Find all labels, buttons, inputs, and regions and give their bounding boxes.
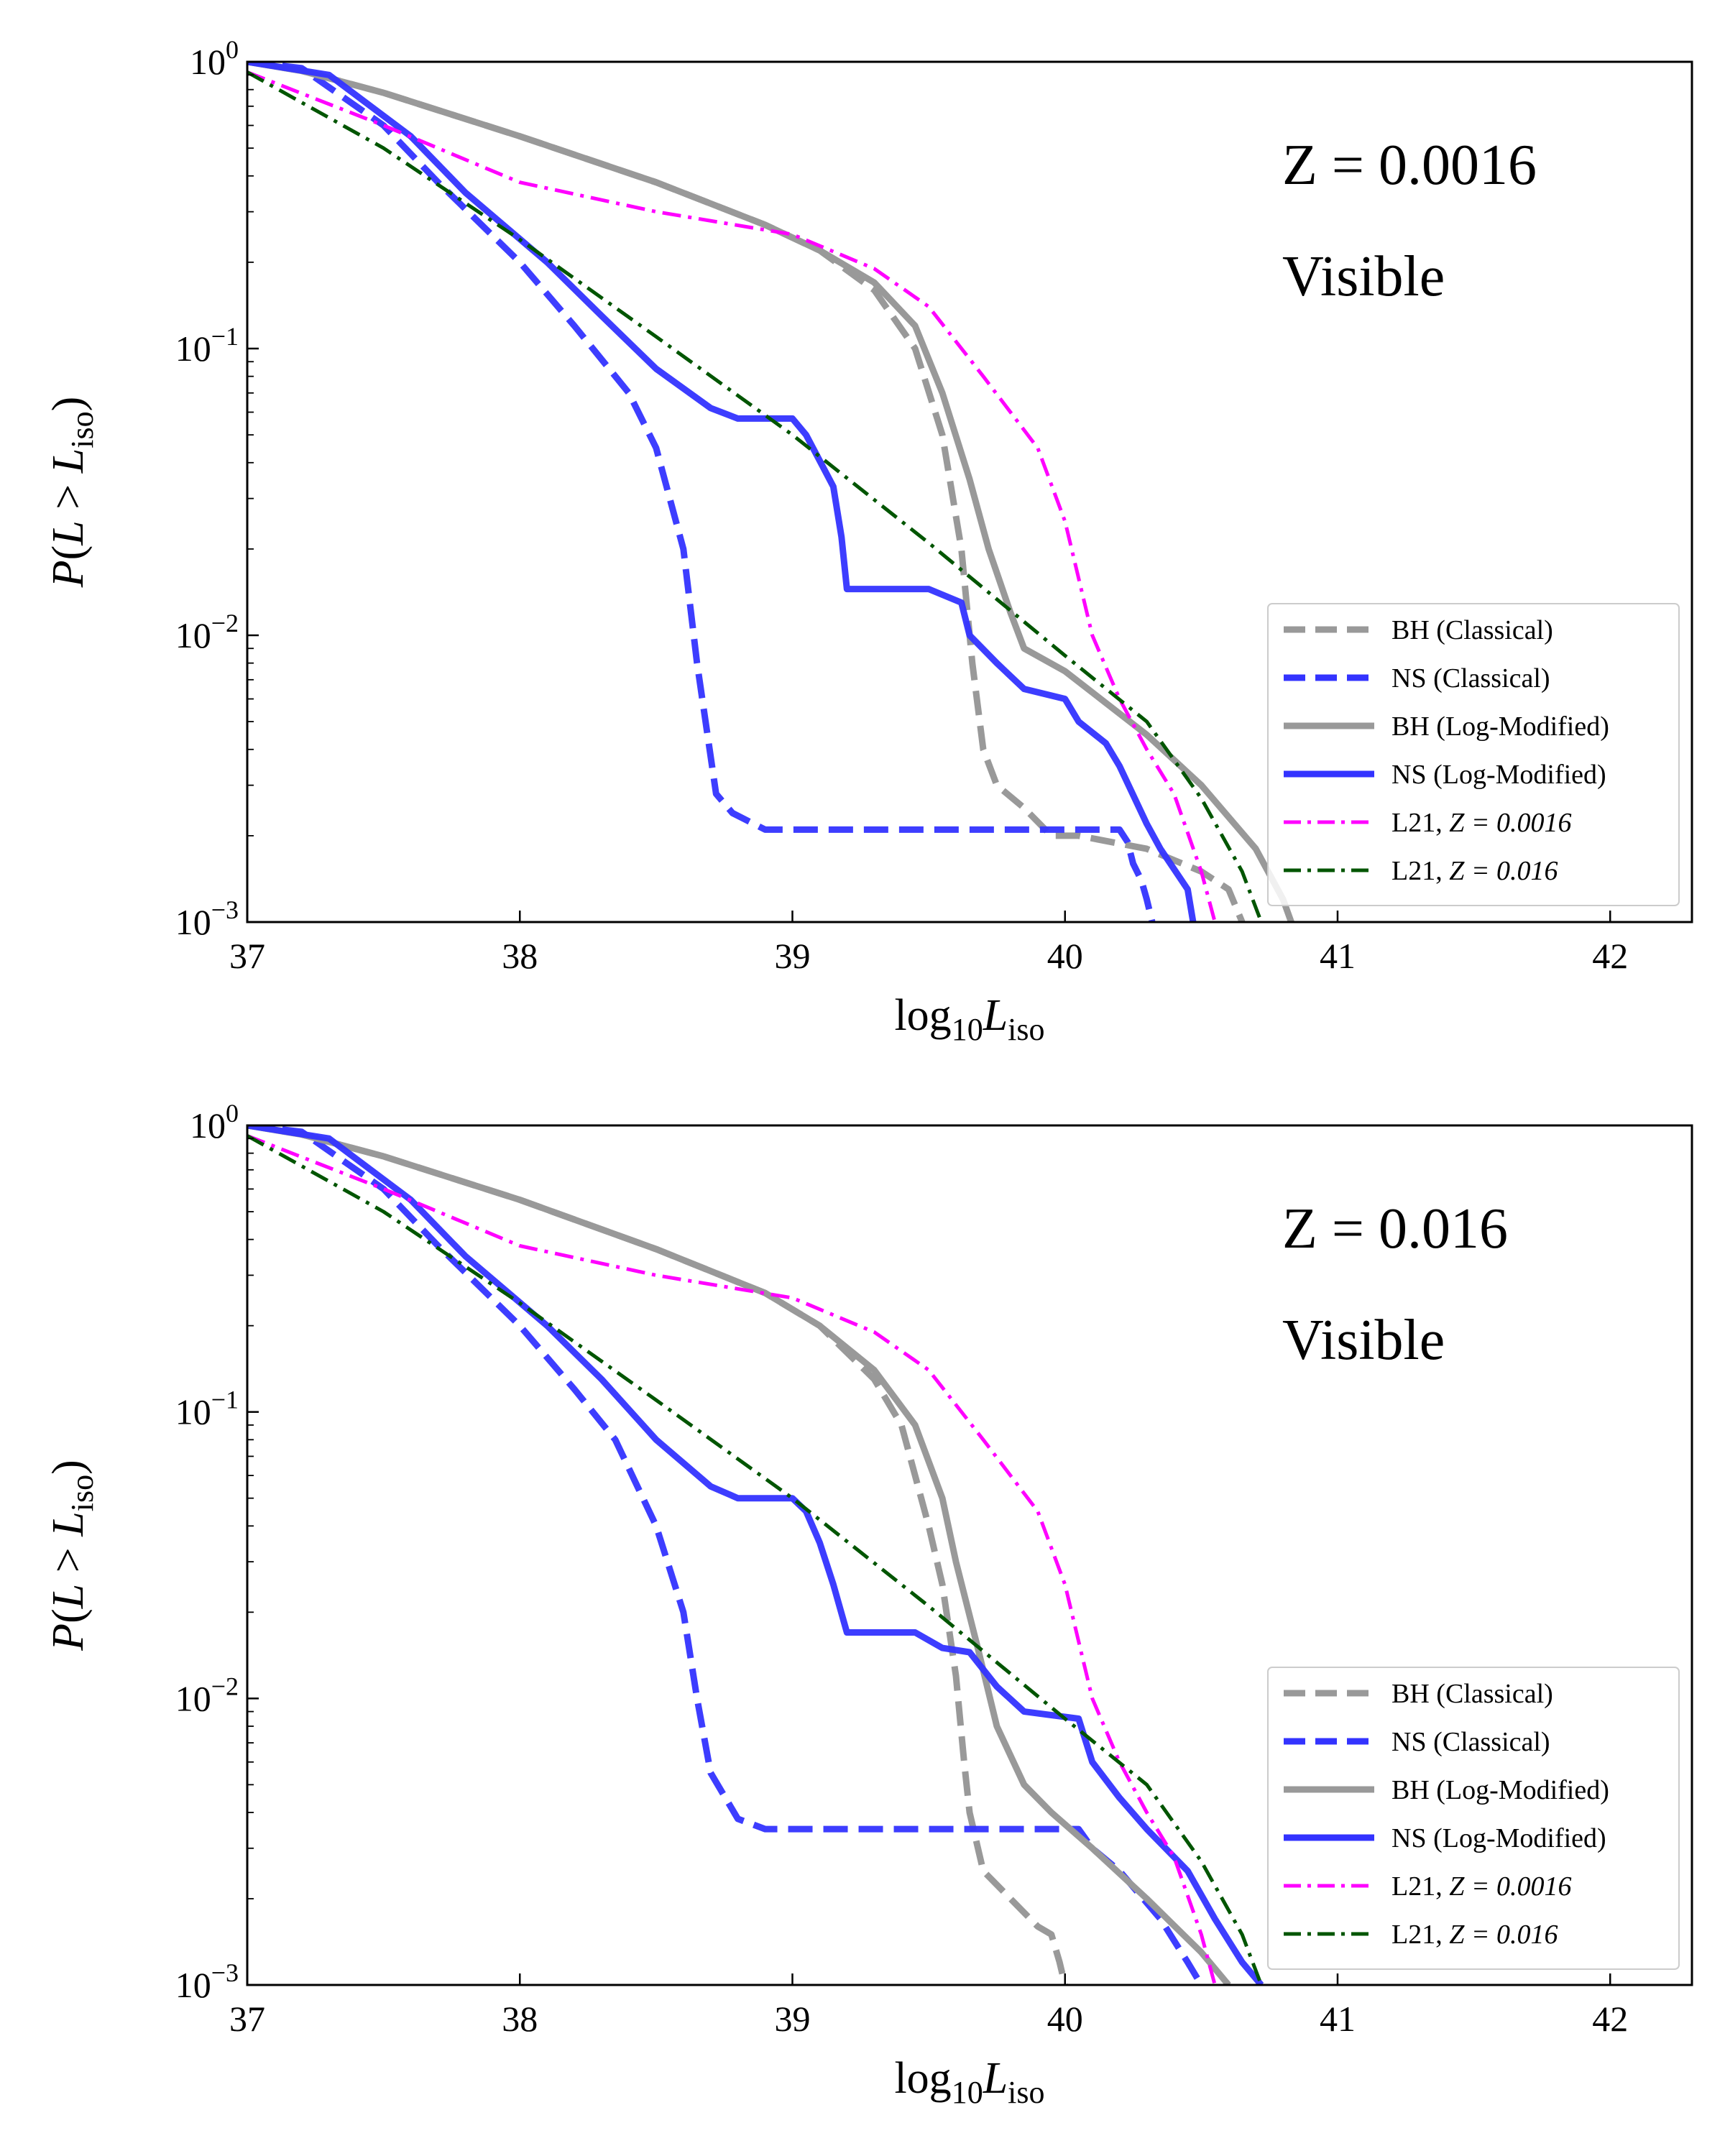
y-tick-label: 10−2 bbox=[175, 609, 239, 655]
series-line-l21-z-0-016 bbox=[247, 1134, 1264, 1985]
y-tick-label: 100 bbox=[190, 35, 239, 82]
y-tick-label: 100 bbox=[190, 1099, 239, 1146]
x-axis-label: log10Liso bbox=[894, 2054, 1044, 2110]
x-tick-label: 40 bbox=[1047, 1999, 1083, 2039]
series-line-ns-classical bbox=[247, 1125, 1205, 1985]
axes-frame bbox=[246, 1124, 1693, 1986]
x-tick-label: 38 bbox=[502, 1999, 538, 2039]
series-line-ns-classical bbox=[247, 62, 1156, 922]
series-line-l21-z-0-016 bbox=[247, 70, 1264, 922]
y-axis-label: P(L > Liso) bbox=[44, 397, 100, 588]
metallicity-annotation: Z = 0.0016 bbox=[1282, 134, 1537, 197]
series-line-bh-log-modified bbox=[247, 62, 1294, 922]
x-axis-label: log10Liso bbox=[894, 991, 1044, 1047]
y-tick-label: 10−1 bbox=[175, 1386, 239, 1432]
x-tick-label: 38 bbox=[502, 936, 538, 976]
x-tick-label: 41 bbox=[1320, 936, 1356, 976]
y-tick-label: 10−3 bbox=[175, 895, 239, 942]
top-panel: 37 38 39 40 41 42 100 10−1 10−2 10−3 log10Liso P(L … bbox=[44, 35, 1693, 1047]
x-tick-label: 37 bbox=[229, 1999, 265, 2039]
x-tick-label: 41 bbox=[1320, 1999, 1356, 2039]
x-tick-label: 37 bbox=[229, 936, 265, 976]
series-line-bh-log-modified bbox=[247, 1125, 1231, 1985]
legend-label: NS (Log-Modified) bbox=[1392, 1823, 1606, 1853]
legend-label: L21, Z = 0.016 bbox=[1392, 856, 1558, 886]
y-tick-label: 10−1 bbox=[175, 322, 239, 369]
x-tick-label: 39 bbox=[774, 1999, 810, 2039]
legend-label: NS (Log-Modified) bbox=[1392, 760, 1606, 790]
legend-label: BH (Log-Modified) bbox=[1392, 711, 1609, 742]
series-line-bh-classical bbox=[247, 62, 1246, 922]
legend-label: NS (Classical) bbox=[1392, 1727, 1550, 1757]
series-line-l21-z-0-0016 bbox=[247, 70, 1217, 922]
series-group bbox=[247, 1125, 1264, 1985]
metallicity-annotation: Z = 0.016 bbox=[1282, 1197, 1508, 1261]
series-line-bh-classical bbox=[247, 1125, 1069, 1985]
legend-box bbox=[1267, 1667, 1680, 1970]
legend-box bbox=[1267, 603, 1680, 906]
series-line-l21-z-0-0016 bbox=[247, 1134, 1217, 1985]
x-tick-label: 42 bbox=[1592, 936, 1628, 976]
y-tick-label: 10−3 bbox=[175, 1958, 239, 2005]
legend: BH (Classical) NS (Classical) BH (Log-Modi… bbox=[1267, 1667, 1680, 1970]
series-line-ns-log-modified bbox=[247, 62, 1197, 922]
axes-frame bbox=[246, 60, 1693, 923]
x-tick-label: 40 bbox=[1047, 936, 1083, 976]
legend-label: L21, Z = 0.0016 bbox=[1392, 1871, 1572, 1902]
series-line-ns-log-modified bbox=[247, 1125, 1264, 1985]
legend-label: L21, Z = 0.016 bbox=[1392, 1920, 1558, 1950]
legend-label: BH (Classical) bbox=[1392, 615, 1553, 645]
legend-label: BH (Classical) bbox=[1392, 1679, 1553, 1709]
visibility-annotation: Visible bbox=[1282, 1309, 1445, 1372]
legend-label: NS (Classical) bbox=[1392, 663, 1550, 694]
x-tick-label: 42 bbox=[1592, 1999, 1628, 2039]
legend: BH (Classical) NS (Classical) BH (Log-Modi… bbox=[1267, 603, 1680, 906]
y-axis-label: P(L > Liso) bbox=[44, 1460, 100, 1651]
legend-label: BH (Log-Modified) bbox=[1392, 1775, 1609, 1805]
x-tick-label: 39 bbox=[774, 936, 810, 976]
bottom-panel: 37 38 39 40 41 42 100 10−1 10−2 10−3 log10Liso P(L … bbox=[44, 1099, 1693, 2110]
visibility-annotation: Visible bbox=[1282, 245, 1445, 308]
series-group bbox=[247, 62, 1294, 922]
legend-label: L21, Z = 0.0016 bbox=[1392, 808, 1572, 838]
y-tick-label: 10−2 bbox=[175, 1672, 239, 1718]
